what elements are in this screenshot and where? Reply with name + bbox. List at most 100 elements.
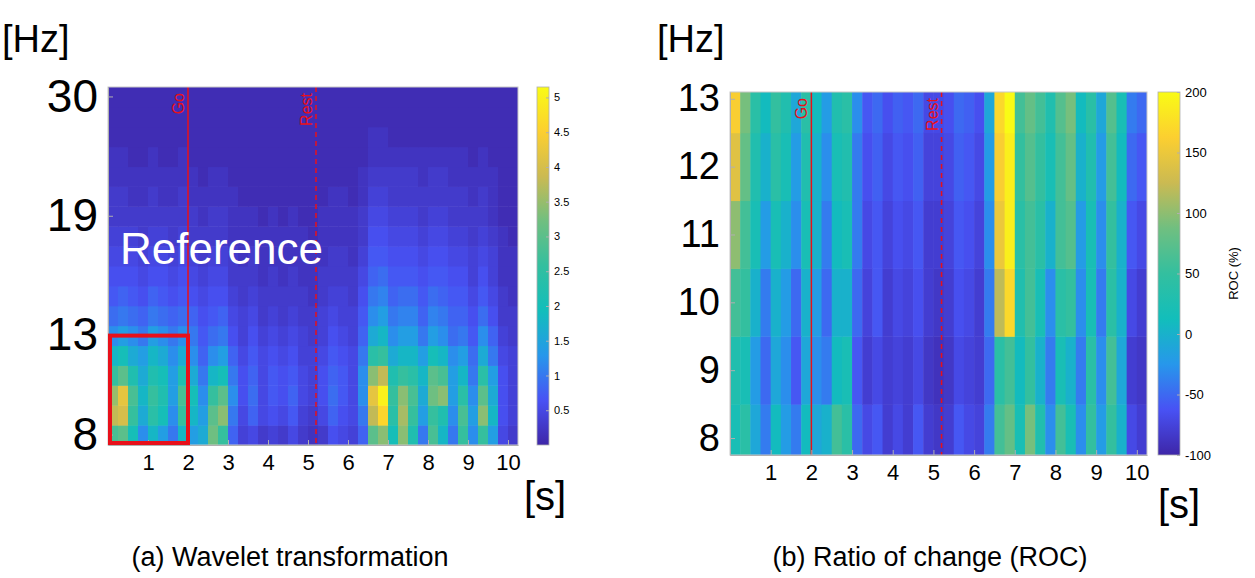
cell [308, 167, 319, 187]
tick-label: 4 [262, 450, 274, 475]
cell [308, 365, 319, 385]
tick: 8 [72, 408, 113, 460]
cell [168, 127, 179, 147]
cell [984, 133, 995, 201]
cell [832, 92, 843, 133]
cell [328, 385, 339, 405]
cell [458, 147, 469, 167]
cell [1045, 336, 1056, 404]
cell [258, 87, 269, 107]
cell [368, 346, 379, 366]
tick-label: 19 [47, 189, 98, 241]
tick-label: 7 [1009, 460, 1021, 485]
cell [358, 186, 369, 206]
cell [842, 92, 853, 133]
cell [228, 107, 239, 127]
cell [468, 87, 479, 107]
cell [428, 147, 439, 167]
cell [944, 92, 955, 133]
cell [508, 286, 518, 306]
cell [842, 268, 853, 336]
cell [108, 226, 119, 246]
cell [318, 385, 329, 405]
cell [128, 186, 139, 206]
cell [348, 266, 359, 286]
tick: 2 [182, 440, 194, 475]
cell [984, 336, 995, 404]
cell [288, 147, 299, 167]
tick: 4.5 [546, 126, 569, 138]
cell [1055, 201, 1066, 269]
tick-mark [1177, 153, 1180, 154]
cell [964, 201, 975, 269]
cell [148, 385, 159, 405]
tick-label: 3 [554, 230, 560, 242]
cell [298, 385, 309, 405]
cell [208, 326, 219, 346]
cell [378, 365, 389, 385]
cell [128, 286, 139, 306]
cell [1035, 133, 1046, 201]
cell [198, 286, 209, 306]
cell [954, 92, 965, 133]
cell [1066, 201, 1077, 269]
cell [428, 246, 439, 266]
cell [1127, 336, 1138, 404]
cell [771, 336, 782, 404]
cell [118, 167, 129, 187]
tick: 4 [887, 450, 899, 485]
cell [832, 404, 843, 455]
cell [128, 127, 139, 147]
axis: 12345678910 [731, 450, 1150, 485]
cell [268, 286, 279, 306]
cell [428, 127, 439, 147]
tick-mark [933, 450, 934, 455]
tick: 9 [699, 349, 735, 391]
cell [1055, 404, 1066, 455]
cell [288, 87, 299, 107]
cell [388, 206, 399, 226]
cell [168, 385, 179, 405]
cell [328, 246, 339, 266]
cell [238, 346, 249, 366]
cell [328, 147, 339, 167]
cell [458, 246, 469, 266]
cell [1076, 201, 1087, 269]
cell [862, 268, 873, 336]
axis-line [1180, 93, 1181, 456]
cell [862, 336, 873, 404]
cell [1127, 201, 1138, 269]
cell [1116, 404, 1127, 455]
tick-label: 2 [554, 300, 560, 312]
cell [458, 167, 469, 187]
cell [298, 425, 309, 445]
cell [913, 201, 924, 269]
cell [488, 87, 499, 107]
cell [118, 306, 129, 326]
tick-mark [1055, 450, 1056, 455]
cell [338, 206, 349, 226]
cell [278, 186, 289, 206]
cell [428, 186, 439, 206]
cell [118, 87, 129, 107]
cell [208, 186, 219, 206]
cell [468, 286, 479, 306]
tick-label: 0.5 [554, 404, 569, 416]
tick-mark [508, 440, 509, 445]
cell [1137, 133, 1147, 201]
tick: 10 [496, 440, 520, 475]
cell [478, 127, 489, 147]
cell [1076, 92, 1087, 133]
cell [228, 326, 239, 346]
cell [328, 127, 339, 147]
cell [974, 404, 985, 455]
cell [138, 87, 149, 107]
cell [378, 127, 389, 147]
tick-label: 5 [928, 460, 940, 485]
cell [791, 133, 802, 201]
cell [740, 92, 751, 133]
cell [108, 127, 119, 147]
cell [448, 87, 459, 107]
cell [498, 107, 509, 127]
cell [108, 167, 119, 187]
